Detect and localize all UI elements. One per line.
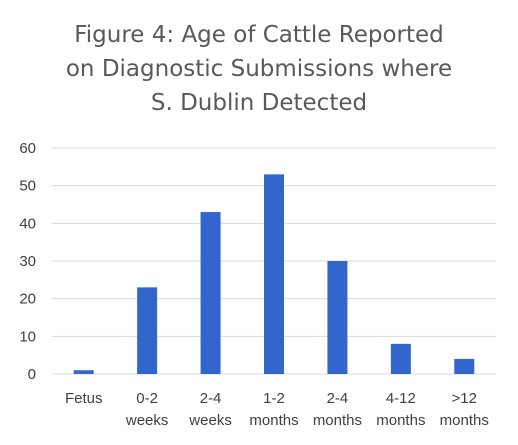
y-tick-label: 10 (19, 328, 36, 345)
y-tick-label: 30 (19, 253, 36, 270)
bars (73, 174, 475, 374)
x-tick-label: 1-2 months (249, 390, 298, 429)
x-tick-label-line: 0-2 (136, 390, 158, 407)
chart-title-line-1: Figure 4: Age of Cattle Reported (74, 22, 444, 48)
chart-title-line-3: S. Dublin Detected (150, 90, 368, 116)
x-tick-label-line: 1-2 (263, 390, 285, 407)
y-tick-label: 60 (19, 140, 36, 157)
bar (327, 261, 348, 374)
chart-title: Figure 4: Age of Cattle Reported on Diag… (0, 18, 518, 120)
x-tick-label: 2-4 weeks (188, 390, 232, 429)
x-tick-label-line: 4-12 (386, 390, 416, 407)
x-tick-label-line: months (376, 412, 425, 429)
y-tick-label: 50 (19, 178, 36, 195)
x-tick-label-line: months (313, 412, 362, 429)
x-tick-label: 4-12 months (376, 390, 425, 429)
y-tick-label: 40 (19, 215, 36, 232)
x-tick-label-line: months (249, 412, 298, 429)
y-tick-label: 20 (19, 291, 36, 308)
bar (137, 287, 158, 374)
x-tick-label: 2-4 months (313, 390, 362, 429)
x-tick-label-line: 2-4 (327, 390, 349, 407)
x-tick-label: Fetus (65, 390, 103, 407)
x-tick-label-line: weeks (188, 412, 232, 429)
bar (200, 212, 221, 374)
y-axis: 0 10 20 30 40 50 60 (19, 140, 36, 383)
bar (390, 343, 411, 374)
chart-title-line-2: on Diagnostic Submissions where (65, 56, 453, 82)
x-tick-label: >12 months (440, 390, 489, 429)
x-tick-label-line: weeks (125, 412, 169, 429)
bar (264, 174, 284, 374)
x-tick-label-line: >12 (452, 390, 477, 407)
bar (454, 358, 475, 374)
bar (73, 370, 94, 374)
x-tick-label-line: Fetus (65, 390, 103, 407)
x-tick-label-line: months (440, 412, 489, 429)
y-tick-label: 0 (28, 366, 36, 383)
x-tick-label: 0-2 weeks (125, 390, 169, 429)
x-tick-label-line: 2-4 (200, 390, 222, 407)
